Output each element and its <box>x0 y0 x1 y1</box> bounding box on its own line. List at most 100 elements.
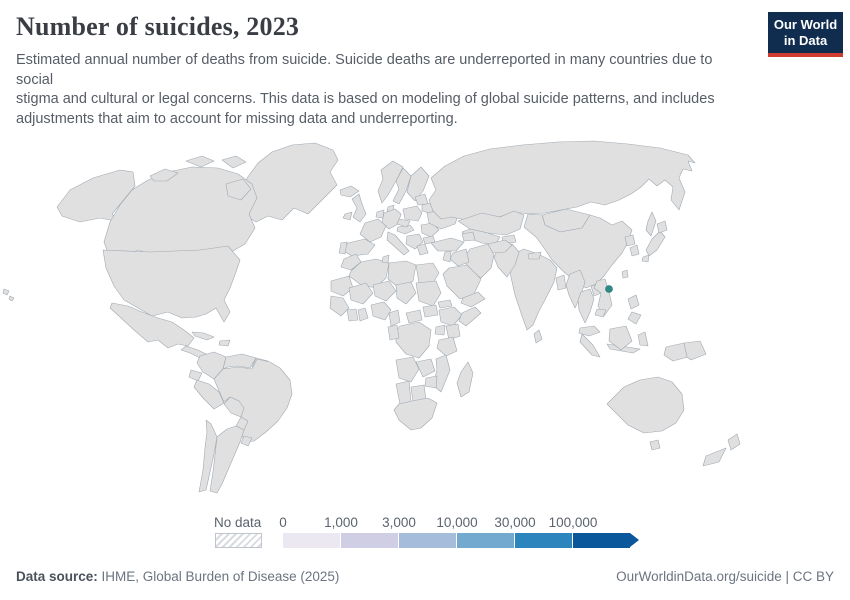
country-czechia[interactable] <box>396 218 411 228</box>
country-iceland[interactable] <box>339 185 360 198</box>
country-nepal[interactable] <box>527 251 542 260</box>
country-hispaniola[interactable] <box>218 339 231 347</box>
country-eritrea[interactable] <box>437 299 453 309</box>
country-australia[interactable] <box>606 376 685 434</box>
country-united-states-alaska[interactable] <box>56 169 136 223</box>
country-japan-kyushu[interactable] <box>641 254 650 263</box>
legend-bin-5[interactable] <box>573 533 630 548</box>
country-morocco[interactable] <box>340 253 362 271</box>
country-nigeria[interactable] <box>370 301 392 321</box>
legend-no-data-swatch[interactable] <box>215 533 262 548</box>
country-russia[interactable] <box>428 140 696 222</box>
country-mali[interactable] <box>348 282 374 305</box>
country-new-zealand-south[interactable] <box>702 447 727 467</box>
country-bangladesh[interactable] <box>555 274 567 291</box>
country-new-zealand-north[interactable] <box>727 433 741 451</box>
country-chile[interactable] <box>198 419 218 493</box>
country-philippines[interactable] <box>627 294 640 310</box>
country-united-states[interactable] <box>102 245 241 323</box>
country-cambodia[interactable] <box>594 308 607 318</box>
country-kenya[interactable] <box>445 323 461 341</box>
country-canada-island[interactable] <box>149 168 179 182</box>
country-north-korea[interactable] <box>624 234 636 247</box>
country-philippines[interactable] <box>627 311 642 325</box>
country-ethiopia[interactable] <box>438 306 463 327</box>
legend-bin-0[interactable] <box>283 533 341 548</box>
country-united-states-hawaii[interactable] <box>8 295 15 302</box>
country-angola[interactable] <box>395 356 420 383</box>
country-argentina[interactable] <box>209 425 245 494</box>
country-japan-hokkaido[interactable] <box>656 220 668 234</box>
country-mozambique[interactable] <box>432 354 451 393</box>
country-ireland[interactable] <box>342 211 353 221</box>
country-canada-island[interactable] <box>221 155 247 169</box>
country-taiwan[interactable] <box>621 269 629 279</box>
country-indonesia-sumatra[interactable] <box>579 333 601 358</box>
country-sweden[interactable] <box>392 167 412 205</box>
country-zambia[interactable] <box>415 358 436 378</box>
country-cameroon[interactable] <box>388 309 401 327</box>
country-papua-new-guinea[interactable] <box>683 340 707 361</box>
country-chad[interactable] <box>395 281 417 305</box>
legend-bin-1[interactable] <box>341 533 399 548</box>
country-turkey[interactable] <box>430 237 465 252</box>
country-sri-lanka[interactable] <box>533 329 543 344</box>
country-namibia[interactable] <box>395 380 412 405</box>
country-france[interactable] <box>359 218 387 243</box>
country-south-sudan[interactable] <box>422 304 439 318</box>
country-ecuador[interactable] <box>188 369 203 382</box>
country-brazil[interactable] <box>213 358 293 443</box>
country-canada-island[interactable] <box>185 155 215 168</box>
country-madagascar[interactable] <box>456 361 474 398</box>
country-australia-tasmania[interactable] <box>649 439 661 451</box>
country-niger[interactable] <box>372 280 397 302</box>
country-portugal[interactable] <box>338 241 348 255</box>
country-egypt[interactable] <box>415 262 440 287</box>
country-venezuela[interactable] <box>222 353 257 370</box>
country-united-states-hawaii[interactable] <box>2 288 10 296</box>
country-indonesia-papua[interactable] <box>663 342 689 362</box>
country-italy[interactable] <box>386 231 410 256</box>
country-mauritania[interactable] <box>330 275 354 297</box>
country-peru[interactable] <box>193 379 225 410</box>
country-senegal-guinea[interactable] <box>329 295 350 317</box>
country-canada-island[interactable] <box>225 178 252 201</box>
country-tanzania[interactable] <box>436 336 458 357</box>
legend-color-bar[interactable] <box>283 533 630 548</box>
owid-logo[interactable]: Our World in Data <box>768 12 843 57</box>
country-mexico[interactable] <box>109 302 195 349</box>
country-levant[interactable] <box>442 250 452 263</box>
country-ghana[interactable] <box>357 307 369 322</box>
legend-bin-4[interactable] <box>515 533 573 548</box>
country-china[interactable] <box>523 213 633 289</box>
country-russia-sakhalin[interactable] <box>645 211 657 237</box>
country-hong-kong-marker[interactable] <box>605 285 613 293</box>
country-libya[interactable] <box>387 260 417 289</box>
legend-bin-2[interactable] <box>399 533 457 548</box>
country-yemen-oman[interactable] <box>460 291 486 308</box>
country-tunisia[interactable] <box>381 254 390 264</box>
country-indonesia-borneo[interactable] <box>608 325 633 351</box>
country-sudan[interactable] <box>415 280 442 307</box>
country-south-korea[interactable] <box>629 244 640 257</box>
country-finland[interactable] <box>406 166 430 202</box>
country-malaysia[interactable] <box>578 325 601 337</box>
country-greece[interactable] <box>416 243 429 256</box>
country-gabon-congo[interactable] <box>387 324 400 341</box>
country-india[interactable] <box>508 248 558 331</box>
country-thailand[interactable] <box>577 288 595 324</box>
country-japan-honshu[interactable] <box>645 230 666 257</box>
country-dr-congo[interactable] <box>395 321 432 359</box>
country-greenland[interactable] <box>242 142 339 223</box>
legend-bin-3[interactable] <box>457 533 515 548</box>
country-south-africa[interactable] <box>393 397 438 431</box>
country-zimbabwe[interactable] <box>424 375 438 389</box>
country-somalia[interactable] <box>458 306 482 327</box>
country-uruguay[interactable] <box>240 435 253 447</box>
country-ivory-coast[interactable] <box>346 308 359 322</box>
country-indonesia-sulawesi[interactable] <box>637 331 649 347</box>
footer-link[interactable]: OurWorldinData.org/suicide | CC BY <box>616 569 834 584</box>
country-algeria[interactable] <box>348 258 390 289</box>
country-caucasus[interactable] <box>461 231 476 242</box>
country-cuba[interactable] <box>191 331 215 341</box>
